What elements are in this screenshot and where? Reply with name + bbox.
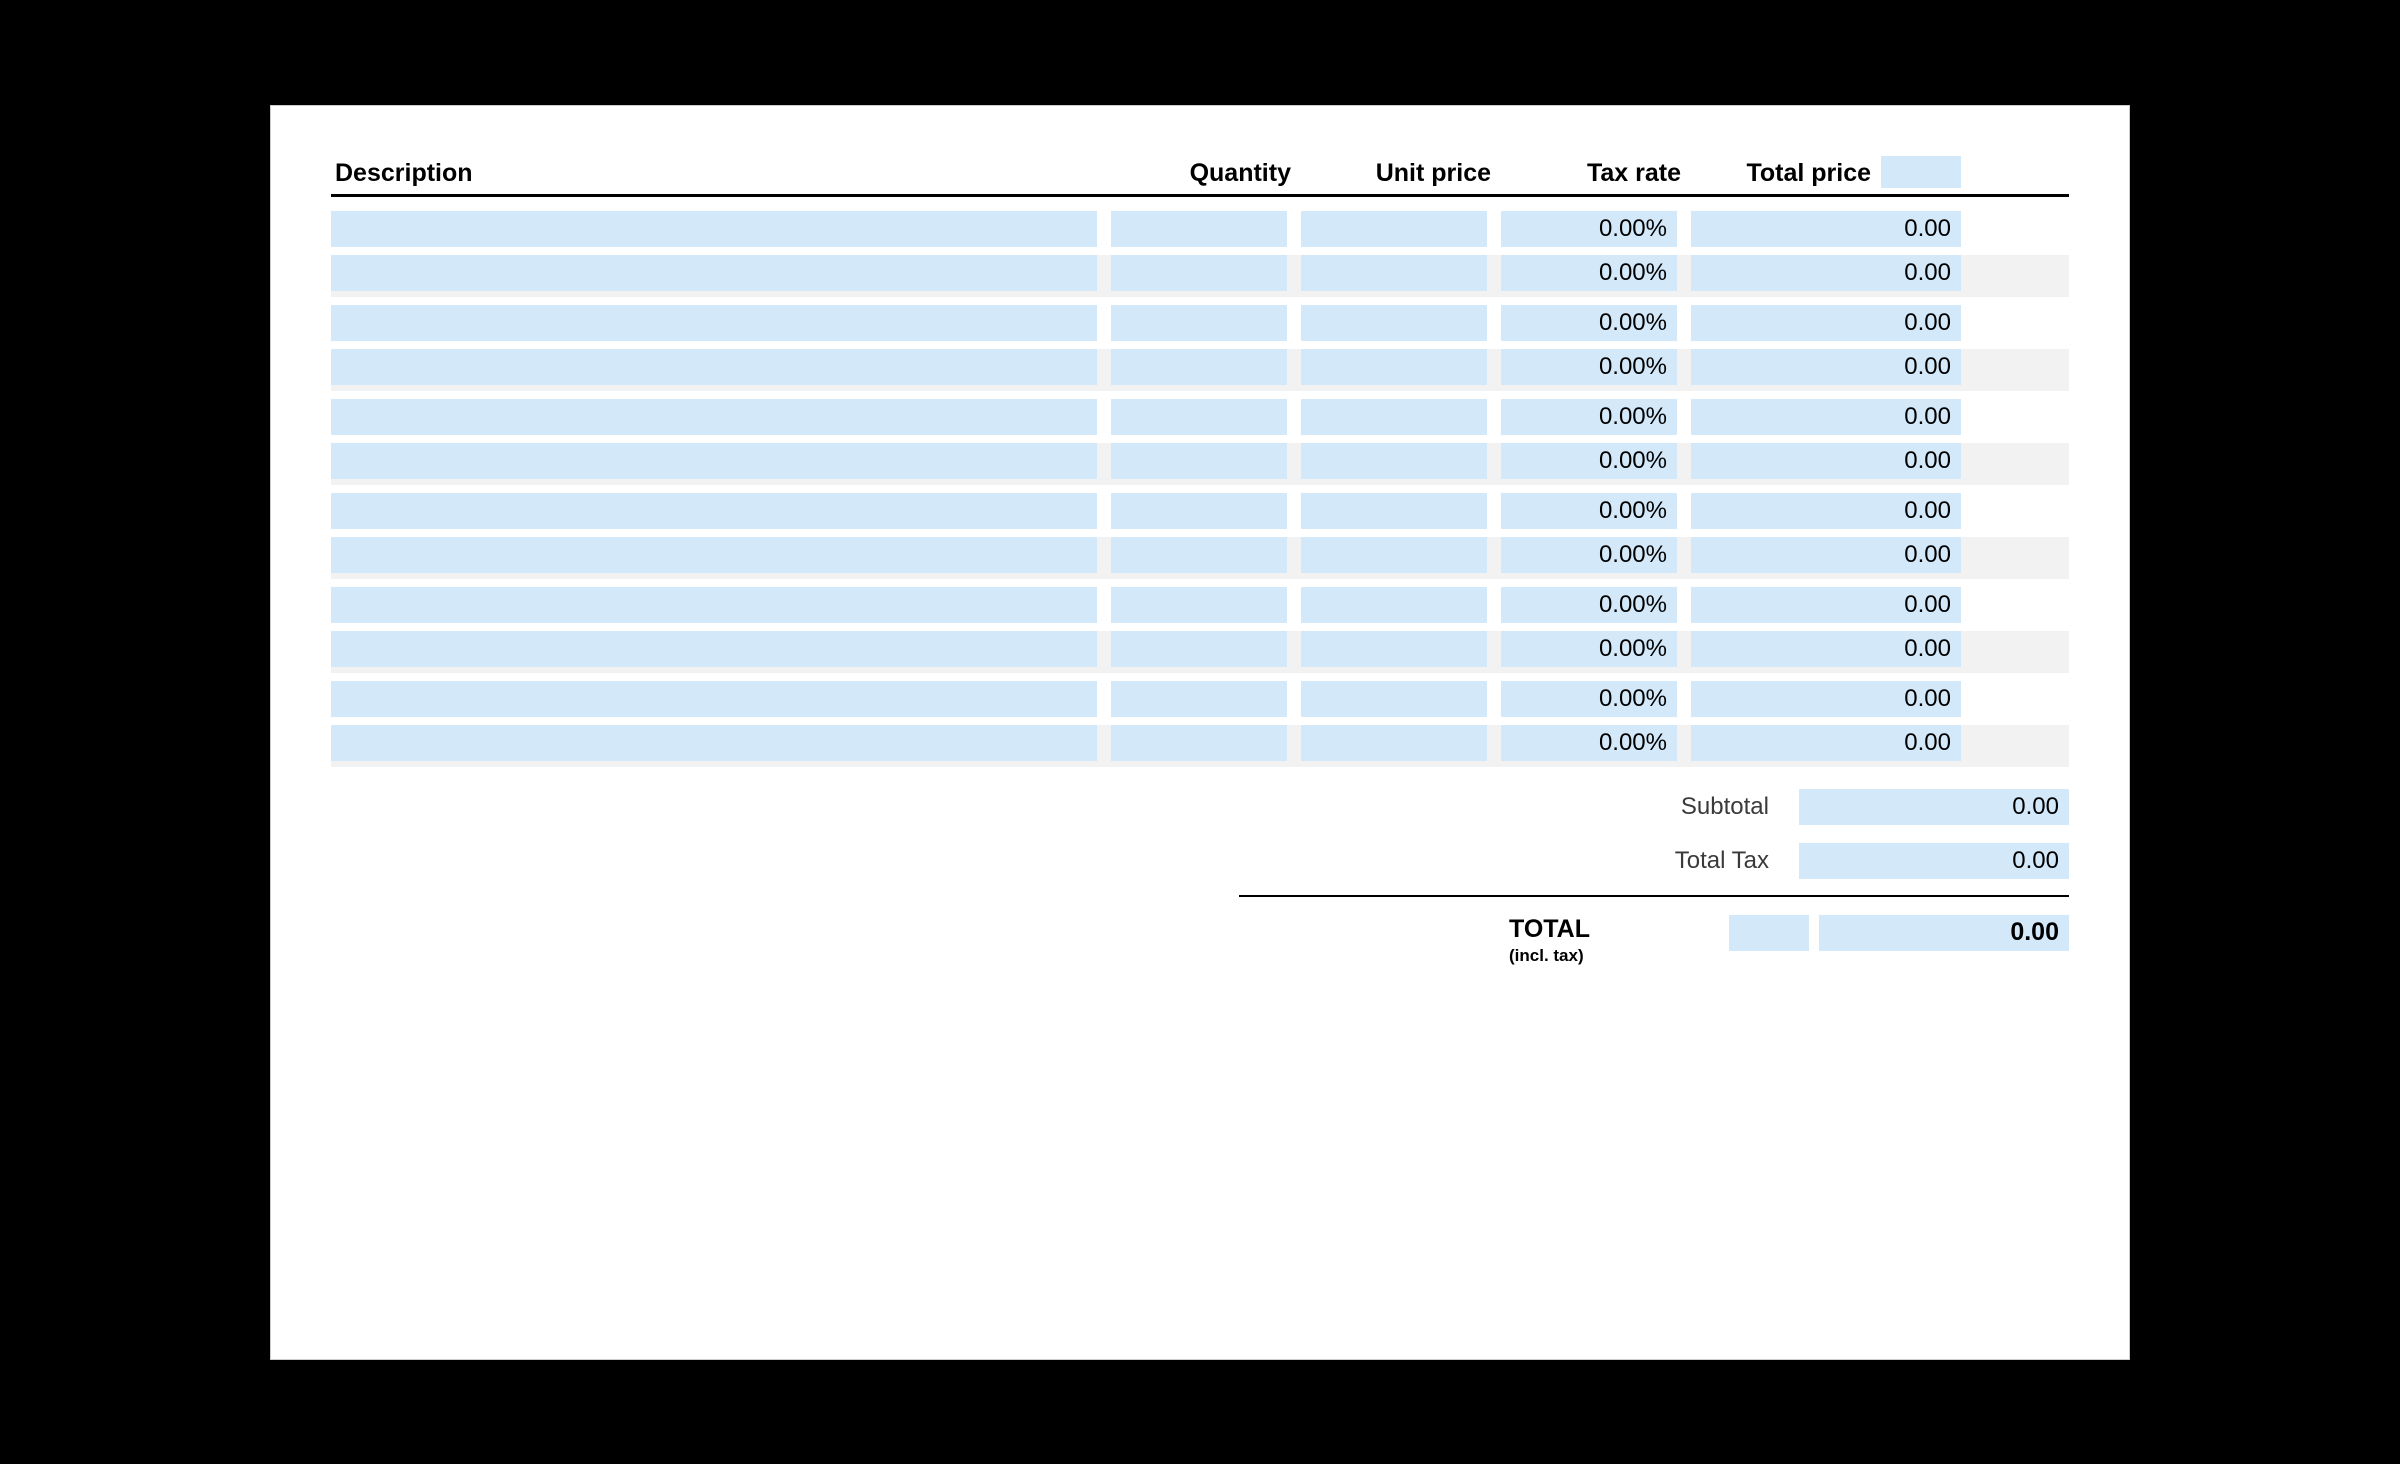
header-quantity: Quantity [1111, 159, 1301, 188]
table-row: 0.00% 0.00 [331, 211, 2069, 247]
cell-tax-rate[interactable]: 0.00% [1501, 493, 1677, 529]
cell-total-price[interactable]: 0.00 [1691, 587, 1961, 623]
cell-unit-price[interactable] [1301, 443, 1487, 479]
cell-quantity[interactable] [1111, 537, 1287, 573]
header-description: Description [331, 159, 1111, 188]
cell-total-price[interactable]: 0.00 [1691, 211, 1961, 247]
cell-tax-rate[interactable]: 0.00% [1501, 399, 1677, 435]
table-row: 0.00% 0.00 [331, 493, 2069, 529]
cell-description[interactable] [331, 255, 1097, 291]
cell-unit-price[interactable] [1301, 349, 1487, 385]
cell-unit-price[interactable] [1301, 631, 1487, 667]
cell-tax-rate[interactable]: 0.00% [1501, 443, 1677, 479]
cell-total-price[interactable]: 0.00 [1691, 631, 1961, 667]
cell-quantity[interactable] [1111, 349, 1287, 385]
grand-total-sublabel: (incl. tax) [1509, 946, 1729, 966]
invoice-table: Description Quantity Unit price Tax rate… [331, 156, 2069, 966]
table-row: 0.00% 0.00 [331, 443, 2069, 479]
table-row: 0.00% 0.00 [331, 255, 2069, 291]
cell-description[interactable] [331, 537, 1097, 573]
table-row: 0.00% 0.00 [331, 725, 2069, 761]
invoice-page: Description Quantity Unit price Tax rate… [270, 105, 2130, 1360]
cell-unit-price[interactable] [1301, 493, 1487, 529]
cell-unit-price[interactable] [1301, 305, 1487, 341]
table-row: 0.00% 0.00 [331, 631, 2069, 667]
cell-description[interactable] [331, 399, 1097, 435]
total-tax-row: Total Tax 0.00 [331, 841, 2069, 881]
table-row: 0.00% 0.00 [331, 399, 2069, 435]
total-tax-label: Total Tax [1499, 847, 1799, 875]
cell-total-price[interactable]: 0.00 [1691, 493, 1961, 529]
cell-description[interactable] [331, 211, 1097, 247]
cell-tax-rate[interactable]: 0.00% [1501, 681, 1677, 717]
cell-quantity[interactable] [1111, 443, 1287, 479]
cell-total-price[interactable]: 0.00 [1691, 349, 1961, 385]
total-tax-value[interactable]: 0.00 [1799, 843, 2069, 879]
cell-quantity[interactable] [1111, 493, 1287, 529]
cell-description[interactable] [331, 305, 1097, 341]
cell-quantity[interactable] [1111, 399, 1287, 435]
table-row: 0.00% 0.00 [331, 349, 2069, 385]
grand-total-row: TOTAL (incl. tax) 0.00 [331, 915, 2069, 966]
cell-unit-price[interactable] [1301, 587, 1487, 623]
cell-quantity[interactable] [1111, 631, 1287, 667]
cell-tax-rate[interactable]: 0.00% [1501, 349, 1677, 385]
cell-quantity[interactable] [1111, 255, 1287, 291]
cell-description[interactable] [331, 681, 1097, 717]
grand-total-label: TOTAL [1509, 915, 1590, 943]
cell-tax-rate[interactable]: 0.00% [1501, 255, 1677, 291]
table-header-row: Description Quantity Unit price Tax rate… [331, 156, 2069, 197]
grand-total-label-block: TOTAL (incl. tax) [1509, 915, 1729, 966]
cell-tax-rate[interactable]: 0.00% [1501, 725, 1677, 761]
cell-quantity[interactable] [1111, 211, 1287, 247]
cell-quantity[interactable] [1111, 681, 1287, 717]
header-total-price: Total price [1691, 159, 1881, 188]
grand-total-currency[interactable] [1729, 915, 1809, 951]
cell-tax-rate[interactable]: 0.00% [1501, 537, 1677, 573]
cell-description[interactable] [331, 587, 1097, 623]
cell-quantity[interactable] [1111, 725, 1287, 761]
subtotal-value[interactable]: 0.00 [1799, 789, 2069, 825]
table-row: 0.00% 0.00 [331, 681, 2069, 717]
cell-tax-rate[interactable]: 0.00% [1501, 211, 1677, 247]
cell-tax-rate[interactable]: 0.00% [1501, 305, 1677, 341]
cell-description[interactable] [331, 493, 1097, 529]
cell-total-price[interactable]: 0.00 [1691, 681, 1961, 717]
cell-quantity[interactable] [1111, 587, 1287, 623]
cell-unit-price[interactable] [1301, 255, 1487, 291]
header-tax-rate: Tax rate [1501, 159, 1691, 188]
subtotal-label: Subtotal [1499, 793, 1799, 821]
cell-tax-rate[interactable]: 0.00% [1501, 631, 1677, 667]
header-extra-fill[interactable] [1881, 156, 1961, 188]
table-row: 0.00% 0.00 [331, 537, 2069, 573]
table-body: 0.00%0.000.00%0.000.00%0.000.00%0.000.00… [331, 211, 2069, 767]
cell-tax-rate[interactable]: 0.00% [1501, 587, 1677, 623]
cell-description[interactable] [331, 349, 1097, 385]
header-unit-price: Unit price [1301, 159, 1501, 188]
grand-total-value[interactable]: 0.00 [1819, 915, 2069, 951]
table-row: 0.00% 0.00 [331, 305, 2069, 341]
summary-divider [1239, 895, 2069, 897]
cell-unit-price[interactable] [1301, 725, 1487, 761]
header-extra-cell [1881, 156, 1961, 188]
summary-block: Subtotal 0.00 Total Tax 0.00 TOTAL (incl… [331, 787, 2069, 966]
cell-total-price[interactable]: 0.00 [1691, 725, 1961, 761]
cell-description[interactable] [331, 725, 1097, 761]
cell-unit-price[interactable] [1301, 399, 1487, 435]
cell-total-price[interactable]: 0.00 [1691, 305, 1961, 341]
subtotal-row: Subtotal 0.00 [331, 787, 2069, 827]
cell-unit-price[interactable] [1301, 537, 1487, 573]
cell-description[interactable] [331, 631, 1097, 667]
cell-quantity[interactable] [1111, 305, 1287, 341]
cell-total-price[interactable]: 0.00 [1691, 255, 1961, 291]
cell-description[interactable] [331, 443, 1097, 479]
cell-total-price[interactable]: 0.00 [1691, 399, 1961, 435]
cell-total-price[interactable]: 0.00 [1691, 443, 1961, 479]
cell-unit-price[interactable] [1301, 681, 1487, 717]
table-row: 0.00% 0.00 [331, 587, 2069, 623]
cell-total-price[interactable]: 0.00 [1691, 537, 1961, 573]
cell-unit-price[interactable] [1301, 211, 1487, 247]
